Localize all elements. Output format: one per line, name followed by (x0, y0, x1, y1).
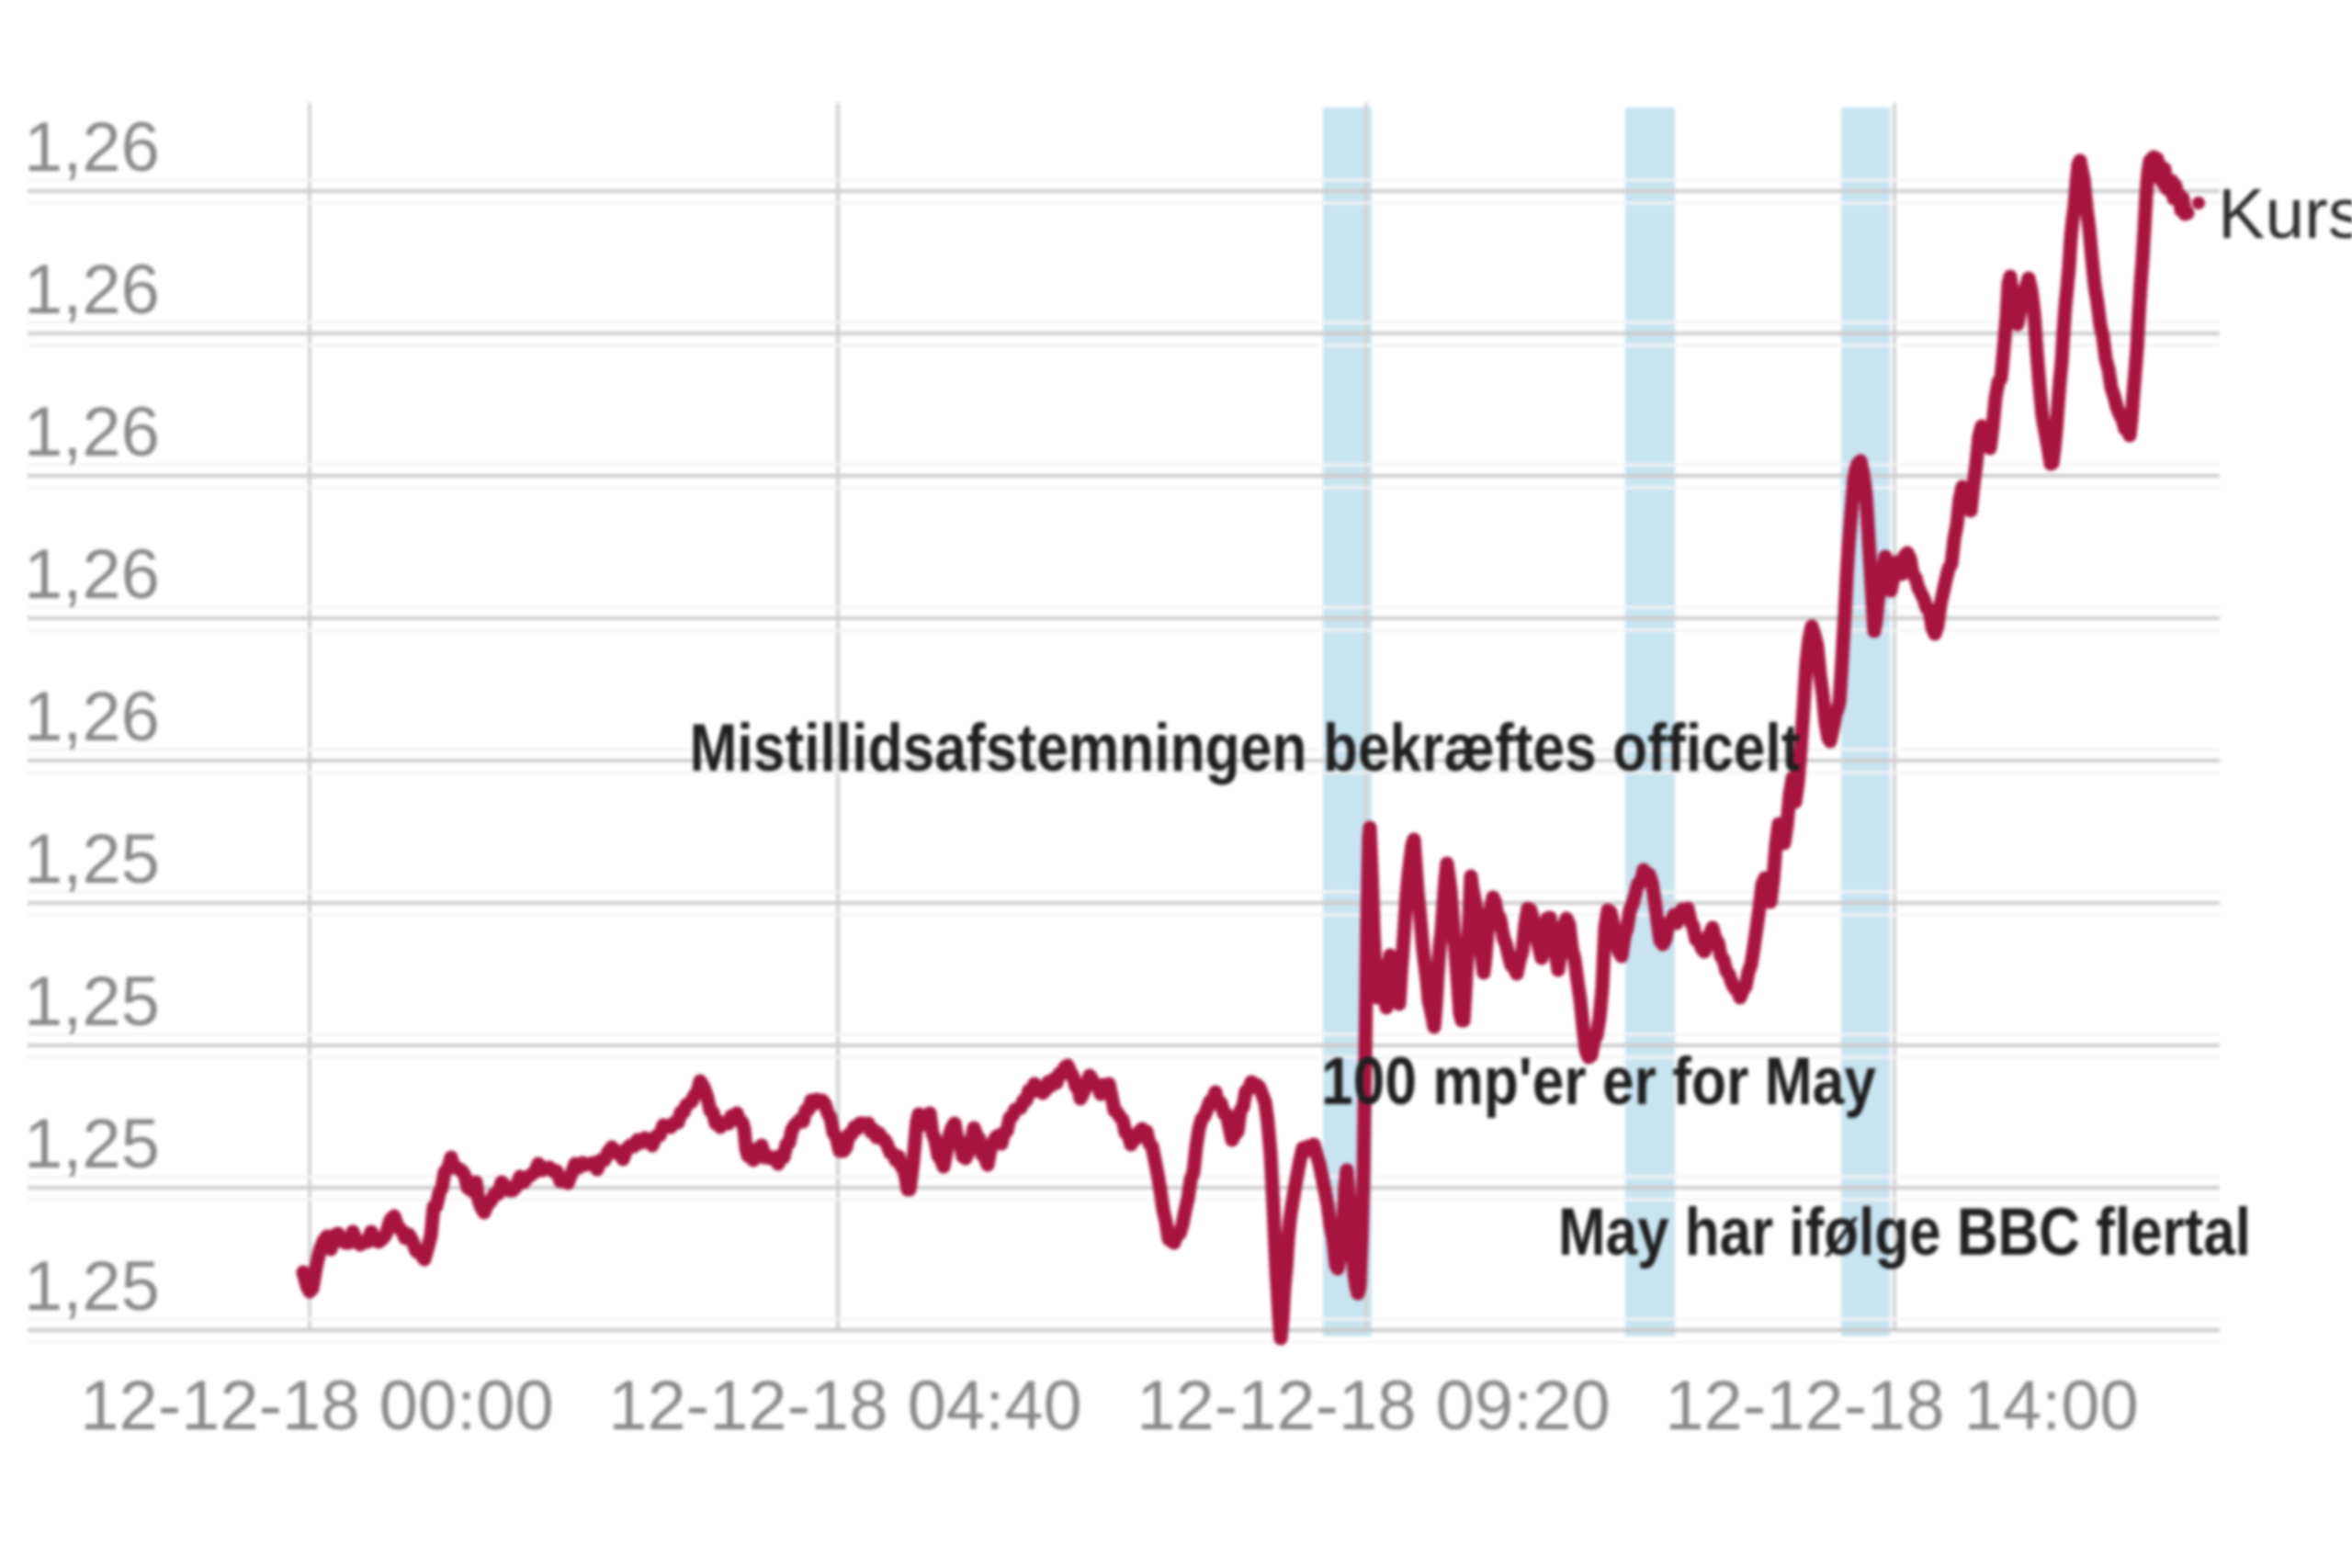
svg-text:1,26: 1,26 (24, 393, 160, 471)
svg-text:1,25: 1,25 (24, 1105, 160, 1183)
svg-text:1,25: 1,25 (24, 963, 160, 1041)
svg-text:1,25: 1,25 (24, 1247, 160, 1325)
svg-text:1,26: 1,26 (24, 678, 160, 756)
svg-text:May har ifølge BBC flertal: May har ifølge BBC flertal (1558, 1195, 2251, 1269)
svg-text:Mistillidsafstemningen bekræft: Mistillidsafstemningen bekræftes officel… (690, 711, 1801, 785)
svg-text:1,25: 1,25 (24, 820, 160, 898)
svg-text:12-12-18 14:00: 12-12-18 14:00 (1665, 1367, 2139, 1445)
svg-text:12-12-18 04:40: 12-12-18 04:40 (608, 1367, 1082, 1445)
svg-text:Kursudvikling: Kursudvikling (2218, 175, 2352, 254)
svg-text:1,26: 1,26 (24, 251, 160, 329)
svg-text:12-12-18 09:20: 12-12-18 09:20 (1136, 1367, 1611, 1445)
svg-text:1,26: 1,26 (24, 536, 160, 614)
svg-text:1,26: 1,26 (24, 108, 160, 186)
svg-text:100 mp'er er for May: 100 mp'er er for May (1321, 1044, 1876, 1119)
svg-text:12-12-18 00:00: 12-12-18 00:00 (80, 1367, 554, 1445)
